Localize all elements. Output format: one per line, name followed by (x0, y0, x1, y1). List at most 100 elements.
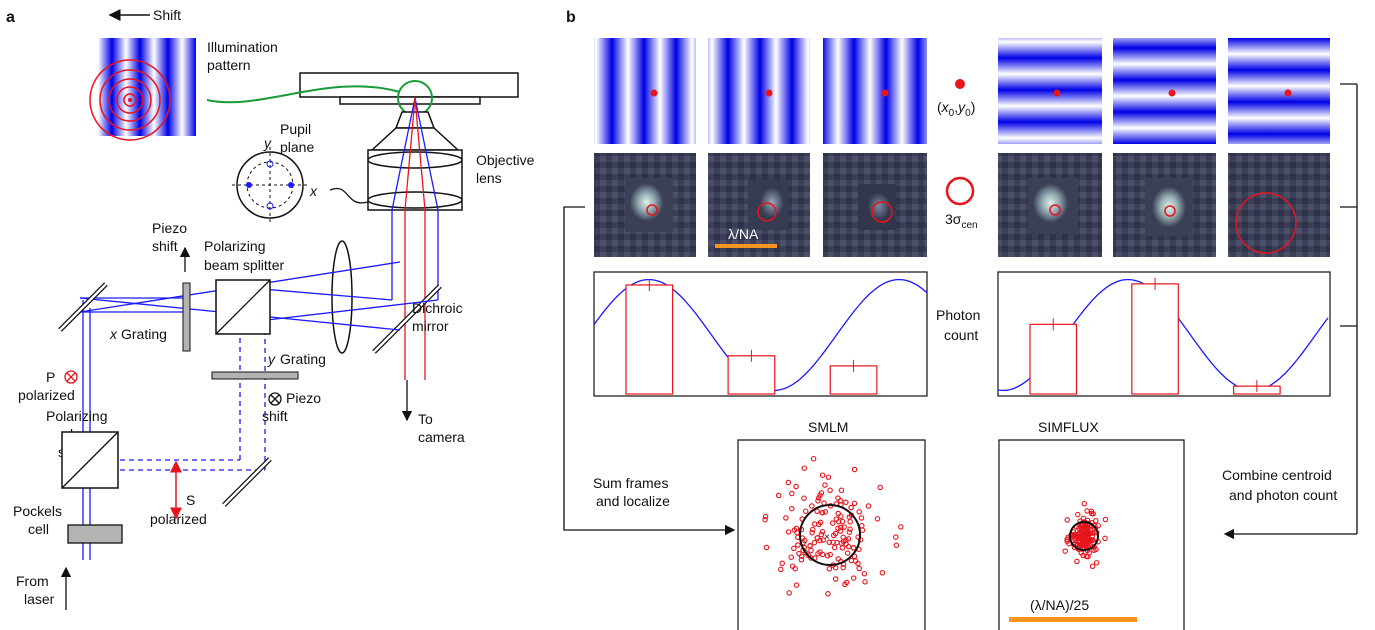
smlm-localization (825, 474, 832, 480)
pattern-frame-4 (998, 38, 1102, 144)
pupil-spot-right (288, 182, 294, 188)
smlm-localization (817, 549, 823, 555)
smlm-localization (829, 520, 836, 526)
simflux-localization (1088, 510, 1095, 517)
simflux-localization (1102, 516, 1109, 523)
panel-a-letter: a (6, 9, 15, 26)
smlm-localization (852, 558, 859, 564)
simflux-localization (1087, 530, 1094, 536)
objective-label-2: lens (476, 170, 502, 186)
sigma-legend-circle (945, 176, 975, 206)
simflux-localization (1083, 553, 1090, 560)
smlm-localization (859, 522, 865, 529)
x-grating-label: Grating (121, 326, 167, 342)
illumination-rings (89, 59, 171, 141)
smlm-localization (785, 529, 792, 535)
s-polarized-label-1: S (186, 492, 195, 508)
smlm-frame (737, 439, 926, 630)
smlm-localization (858, 515, 865, 521)
simflux-scale-bar (1009, 617, 1137, 622)
smlm-localization (789, 490, 795, 497)
smlm-localization (826, 539, 833, 546)
lambda-na-scale-bar (715, 244, 777, 248)
simflux-localization (1081, 530, 1087, 537)
pattern-frame-5 (1113, 38, 1216, 144)
piezo-bottom-label-2: shift (262, 408, 288, 424)
sum-frames-label-2: and localize (596, 493, 670, 509)
smlm-localization (796, 550, 802, 557)
sum-frames-bracket (563, 206, 736, 536)
smlm-localizations (762, 455, 904, 597)
simflux-localization (1084, 508, 1090, 514)
simflux-localization (1074, 558, 1080, 565)
simflux-localization (1081, 537, 1087, 544)
simflux-localization (1086, 550, 1092, 556)
simflux-localization (1072, 531, 1079, 538)
smlm-localization (810, 455, 817, 462)
photon-count-label-1: Photon (936, 307, 980, 323)
smlm-localization (838, 513, 844, 519)
simflux-title: SIMFLUX (1038, 419, 1099, 435)
position-legend-dot (955, 79, 965, 89)
photon-bar-1 (1029, 323, 1078, 395)
smlm-localization (814, 508, 820, 515)
smlm-localization (819, 472, 826, 478)
smlm-localization (850, 545, 857, 551)
p-polarized-label-2: polarized (18, 387, 75, 403)
simflux-localization (1093, 518, 1099, 524)
smlm-localization (789, 505, 795, 512)
smlm-localization (802, 508, 809, 514)
photon-chart-1-bars (625, 278, 878, 395)
smlm-localization (817, 519, 824, 526)
simflux-frame (998, 439, 1185, 630)
smlm-localization (844, 550, 851, 556)
y-grating (211, 371, 299, 380)
coverslip (339, 96, 481, 105)
smlm-localization (819, 509, 826, 516)
piezo-bottom-label-1: Piezo (286, 390, 321, 406)
smlm-localization (879, 570, 886, 576)
smlm-localization (786, 590, 792, 596)
piezo-top-label-2: shift (152, 238, 178, 254)
smlm-localization (762, 513, 769, 520)
smlm-localization (848, 504, 854, 511)
simflux-localization (1075, 511, 1081, 518)
objective-label-1: Objective (476, 152, 535, 168)
pbs-top-label-1: Polarizing (204, 238, 265, 254)
psf-spot-3 (858, 184, 896, 230)
smlm-localization (819, 529, 826, 535)
smlm-localization (809, 529, 815, 536)
pupil-y-axis-label: y (263, 135, 272, 151)
smlm-localization (825, 591, 831, 597)
smlm-localization (835, 510, 841, 517)
simflux-localization (1084, 525, 1090, 532)
smlm-localization (839, 518, 846, 525)
smlm-localization (818, 531, 825, 538)
smlm-localization (861, 570, 868, 577)
smlm-localization (862, 579, 868, 585)
position-legend-label: (x0,y0) (937, 99, 975, 119)
smlm-localization (827, 551, 833, 558)
simflux-localization (1089, 563, 1096, 570)
dichroic-label-1: Dichroic (412, 300, 463, 316)
smlm-localization (798, 553, 805, 560)
smlm-localization (791, 545, 797, 552)
smlm-localization (762, 516, 768, 523)
objective-lens-bottom (367, 191, 463, 209)
smlm-localization (850, 575, 857, 581)
smlm-localization (824, 552, 831, 559)
pupil-x-axis-label: x (309, 183, 318, 199)
pupil-spot-left (246, 182, 252, 188)
pattern-frame-1 (594, 38, 696, 144)
smlm-localization (865, 503, 872, 509)
pockels-label-1: Pockels (13, 503, 62, 519)
lambda-na-scale-label: λ/NA (728, 226, 759, 242)
objective-tip (394, 111, 436, 129)
smlm-localization (831, 544, 838, 551)
simflux-precision-circle (1069, 521, 1099, 551)
smlm-precision-circle (799, 504, 861, 566)
shift-label: Shift (153, 7, 181, 23)
smlm-localization (877, 484, 883, 491)
smlm-localization (816, 495, 822, 501)
